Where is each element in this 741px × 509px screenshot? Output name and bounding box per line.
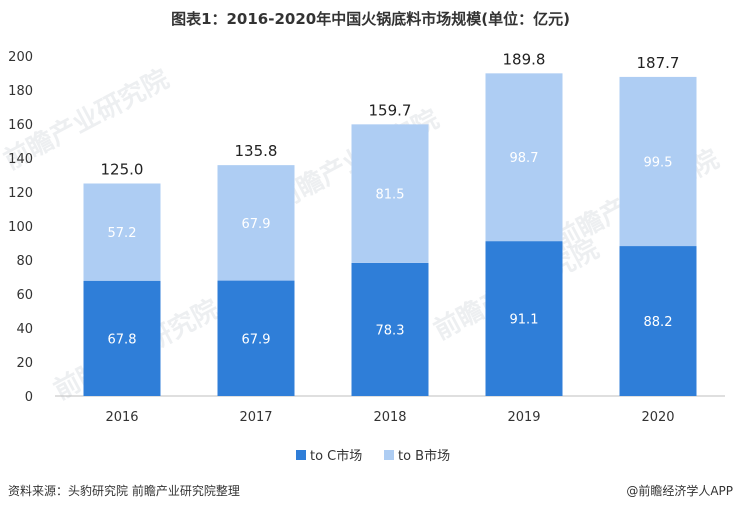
bar-segment-toc: [351, 262, 429, 396]
x-tick-label: 2018: [373, 410, 406, 425]
bar-segment-toc: [217, 280, 295, 396]
y-tick-label: 80: [16, 254, 33, 269]
legend-label: to B市场: [398, 448, 450, 464]
bar-segment-toc: [83, 280, 161, 396]
bar-segment-tob: [351, 124, 429, 263]
segment-label-toc: 88.2: [644, 315, 673, 330]
y-tick-label: 140: [8, 152, 33, 167]
segment-label-toc: 67.8: [108, 332, 137, 347]
segment-label-tob: 98.7: [510, 151, 539, 166]
y-tick-label: 40: [16, 322, 33, 337]
segment-label-tob: 81.5: [376, 188, 405, 203]
y-tick-label: 20: [16, 356, 33, 371]
bar-segment-tob: [217, 165, 295, 281]
total-label: 135.8: [235, 142, 278, 160]
x-tick-label: 2019: [507, 410, 540, 425]
x-tick-label: 2020: [641, 410, 674, 425]
segment-label-tob: 57.2: [108, 226, 137, 241]
bar-segment-toc: [619, 246, 697, 396]
y-tick-label: 160: [8, 118, 33, 133]
segment-label-toc: 78.3: [376, 323, 405, 338]
total-label: 187.7: [637, 54, 680, 72]
y-tick-label: 0: [25, 390, 33, 405]
y-tick-label: 180: [8, 84, 33, 99]
bar-segment-tob: [485, 73, 563, 242]
total-label: 189.8: [503, 50, 546, 68]
segment-label-tob: 67.9: [242, 217, 271, 232]
legend-label: to C市场: [310, 448, 362, 464]
brand-credit: @前瞻经济学人APP: [626, 484, 733, 498]
bar-segment-tob: [619, 76, 697, 247]
segment-label-toc: 67.9: [242, 332, 271, 347]
total-label: 125.0: [101, 161, 144, 179]
segment-label-toc: 91.1: [510, 313, 539, 328]
total-label: 159.7: [369, 101, 412, 119]
legend-swatch: [384, 450, 394, 460]
legend-swatch: [296, 450, 306, 460]
bar-segment-toc: [485, 241, 563, 396]
source-note: 资料来源：头豹研究院 前瞻产业研究院整理: [8, 484, 240, 498]
y-tick-label: 120: [8, 186, 33, 201]
chart-title: 图表1：2016-2020年中国火锅底料市场规模(单位：亿元): [171, 10, 570, 28]
x-tick-label: 2016: [105, 410, 138, 425]
y-tick-label: 60: [16, 288, 33, 303]
bar-segment-tob: [83, 183, 161, 281]
x-tick-label: 2017: [239, 410, 272, 425]
y-tick-label: 100: [8, 220, 33, 235]
segment-label-tob: 99.5: [644, 155, 673, 170]
y-tick-label: 200: [8, 50, 33, 65]
